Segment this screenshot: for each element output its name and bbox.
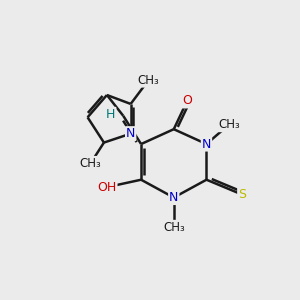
Text: N: N [202,138,211,151]
Text: N: N [126,127,135,140]
Text: S: S [238,188,246,201]
Text: CH₃: CH₃ [138,74,159,87]
Text: CH₃: CH₃ [80,157,101,170]
Text: O: O [182,94,192,107]
Text: CH₃: CH₃ [163,221,185,234]
Text: CH₃: CH₃ [218,118,240,131]
Text: H: H [106,108,116,121]
Text: OH: OH [97,181,116,194]
Text: N: N [169,191,178,204]
